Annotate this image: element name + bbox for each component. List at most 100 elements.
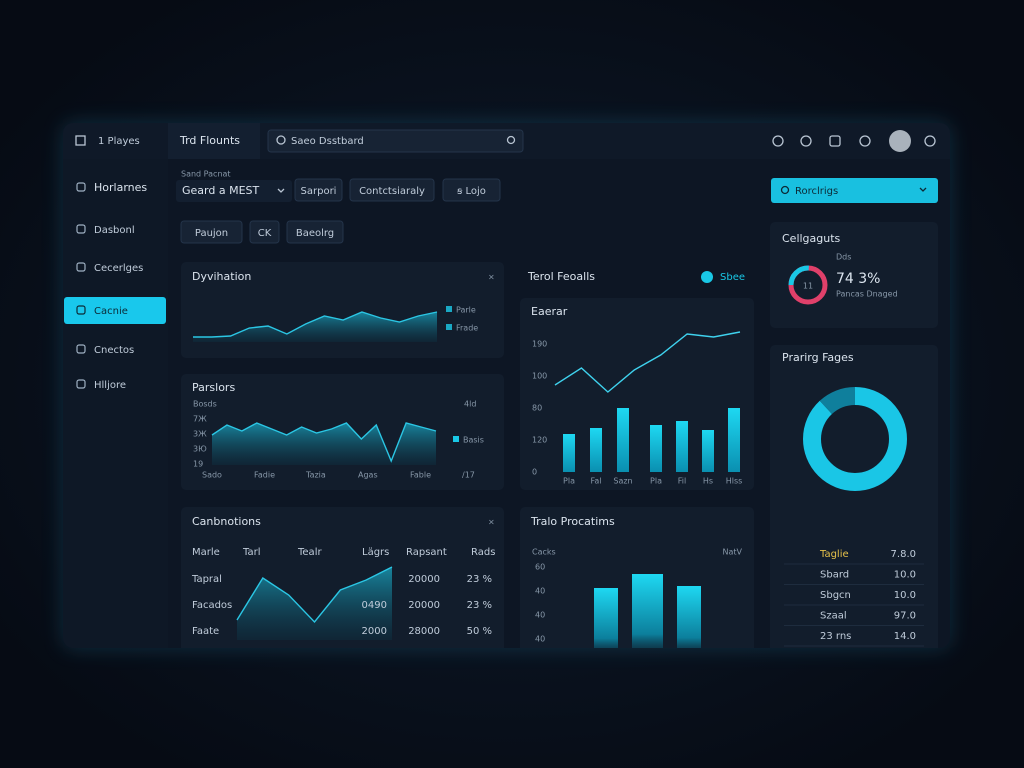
icon-calendar[interactable] [829,135,841,147]
axis-label: Fal [591,477,602,486]
sidebar-item[interactable]: Hlljore [94,380,126,391]
legend-label: Parle [456,306,476,315]
close-icon[interactable]: × [488,273,495,282]
sidebar-item[interactable]: Cecerlges [94,263,143,274]
table-cell: 97.0 [894,611,916,622]
table-cell: Faate [192,626,219,637]
search-box[interactable] [267,129,524,153]
line [211,422,437,463]
right-select[interactable] [771,178,938,203]
card-title: Tralo Procatims [530,515,615,528]
legend-swatch [446,306,452,312]
card-title: Canbnotions [192,515,261,528]
sidebar-icon [76,305,86,315]
button[interactable] [249,220,280,244]
line [554,331,741,393]
axis-label: /17 [462,471,475,480]
filter-select[interactable] [176,180,292,202]
button-label[interactable]: Baeolrg [296,228,334,239]
bar [632,574,663,648]
axis-label: 40 [535,611,545,620]
button[interactable] [349,178,435,202]
bar [590,428,602,472]
line [193,311,438,338]
legend-swatch [446,324,452,330]
icon-search[interactable] [772,135,784,147]
button-label[interactable]: Paujon [195,228,228,239]
button[interactable] [294,178,343,202]
card-title: Prarirg Fages [782,351,854,364]
axis-label: Agas [358,471,378,480]
axis-label: Fable [410,471,431,480]
button-label[interactable]: ꞩ Lojo [457,186,486,197]
button[interactable] [286,220,344,244]
table-cell: 7.8.0 [891,549,916,560]
axis-label: Sado [202,471,222,480]
search-icon [276,135,286,145]
search-button[interactable] [506,135,516,145]
bar [702,430,714,472]
sidebar-icon [76,182,86,192]
axis-label: 190 [532,340,547,349]
icon-globe[interactable] [800,135,812,147]
button[interactable] [180,220,243,244]
table-cell: 0490 [362,600,387,611]
sidebar-item[interactable]: Cnectos [94,345,134,356]
button[interactable] [442,178,501,202]
avatar[interactable] [889,130,911,152]
axis-label: 40 [535,587,545,596]
sidebar-icon [76,379,86,389]
sidebar-item[interactable]: Cacnie [94,306,128,317]
axis-label: 120 [532,436,547,445]
logo-icon [75,135,86,146]
sidebar-items: Horlarnes Dasbonl Cecerlges Cacnie Cnectos Hl… [64,181,166,391]
axis-label: Hs [703,477,713,486]
axis-label: 60 [535,563,545,572]
legend-label: Basis [463,436,484,445]
badge[interactable]: Sbee [720,272,745,283]
close-icon[interactable]: × [488,518,495,527]
filter-select-text[interactable]: Geard a MEST [182,184,260,197]
axis-label: Sazn [613,477,632,486]
card [520,298,754,490]
search-placeholder[interactable]: Saeo Dsstbard [291,136,364,147]
gauge-value: 74 3% [836,271,880,287]
table-cell: 23 % [467,600,492,611]
table-header: Rads [471,547,495,558]
bar [617,408,629,472]
table-cell: 14.0 [894,631,916,642]
panel: 1 Playes Trd Flounts Saeo Dsstbard Horla… [63,123,950,648]
gauge-arc [788,265,828,305]
chart-label: NatV [723,548,743,557]
table-cell: Tapral [191,574,222,585]
icon-user[interactable] [924,135,936,147]
axis-label: Fadie [254,471,275,480]
sidebar-item[interactable]: Horlarnes [94,181,147,194]
icon-bell[interactable] [859,135,871,147]
axis-label: 4ld [464,400,476,409]
bar [563,434,575,472]
button-label[interactable]: Sarpori [301,186,337,197]
area [193,312,437,342]
axis-label: 7Ж [193,415,207,424]
table-cell: Sbard [820,570,849,581]
bar [728,408,740,472]
table-cell: Szaal [820,611,847,622]
button-label[interactable]: Contctsiaraly [359,186,425,197]
charts: Parle Frade Bosds 7Ж 3Ж 3Ю 19 Sado Fadie Tazia Aga… [191,265,924,648]
tab-label[interactable]: Trd Flounts [179,134,240,147]
axis-label: Pla [563,477,575,486]
axis-label: 3Ж [193,430,207,439]
sidebar-item[interactable]: Dasbonl [94,225,135,236]
button-row: Paujon CK Baeolrg [180,220,344,244]
button-label[interactable]: CK [258,228,272,239]
legend-label: Frade [456,324,478,333]
tab[interactable] [168,123,260,159]
bar [594,588,618,648]
table-cell: Sbgcn [820,590,851,601]
table-header: Tarl [242,547,260,558]
table-cell: 20000 [408,574,440,585]
axis-label: 40 [535,635,545,644]
right-select-text[interactable]: Rorclrigs [795,186,838,197]
